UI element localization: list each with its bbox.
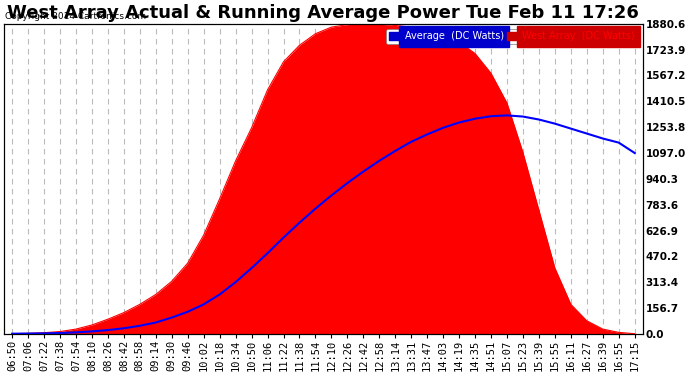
Text: Copyright 2014 Cartronics.com: Copyright 2014 Cartronics.com: [5, 12, 146, 21]
Legend: Average  (DC Watts), West Array  (DC Watts): Average (DC Watts), West Array (DC Watts…: [386, 28, 638, 44]
Title: West Array Actual & Running Average Power Tue Feb 11 17:26: West Array Actual & Running Average Powe…: [8, 4, 640, 22]
